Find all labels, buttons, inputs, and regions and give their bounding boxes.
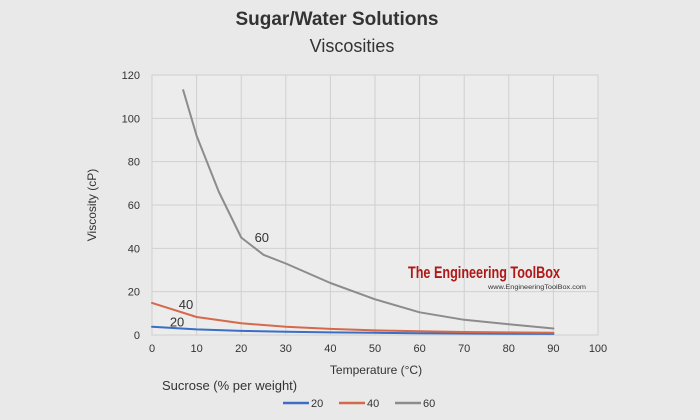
series-lines — [151, 89, 555, 335]
annotation-label: 40 — [179, 297, 193, 312]
x-tick-label: 100 — [589, 343, 607, 355]
series-line-60 — [182, 89, 555, 330]
annotation-label: 20 — [170, 314, 184, 329]
y-tick-label: 80 — [128, 157, 140, 169]
x-tick-label: 50 — [369, 343, 381, 355]
annotations: 20 40 60 — [170, 230, 269, 330]
x-tick-label: 10 — [190, 343, 202, 355]
watermark-url: www.EngineeringToolBox.com — [487, 285, 586, 291]
x-axis-label: Temperature (°C) — [330, 363, 422, 377]
x-tick-label: 20 — [235, 343, 247, 355]
legend-title: Sucrose (% per weight) — [162, 378, 297, 393]
watermark-brand: The Engineering ToolBox — [408, 263, 560, 282]
x-tick-label: 90 — [547, 343, 559, 355]
x-tick-label: 80 — [503, 343, 515, 355]
y-tick-label: 40 — [128, 243, 140, 255]
y-tick-label: 20 — [128, 287, 140, 299]
y-tick-label: 60 — [128, 200, 140, 212]
axis-ticks: 0 20 40 60 80 100 120 0 10 20 30 40 50 60 70 80 90 100 — [122, 70, 608, 355]
y-axis-label: Viscosity (cP) — [85, 169, 99, 241]
x-tick-label: 40 — [324, 343, 336, 355]
y-tick-label: 100 — [122, 113, 140, 125]
x-tick-label: 60 — [413, 343, 425, 355]
y-tick-label: 0 — [134, 330, 140, 342]
x-tick-label: 0 — [149, 343, 155, 355]
series-line-40 — [151, 301, 555, 334]
chart-subtitle: Viscosities — [310, 36, 395, 56]
legend-label-20: 20 — [311, 398, 323, 410]
x-tick-label: 30 — [280, 343, 292, 355]
series-line-20 — [151, 325, 555, 335]
chart-title: Sugar/Water Solutions — [235, 9, 438, 30]
y-tick-label: 120 — [122, 70, 140, 82]
legend: 20 40 60 — [283, 398, 435, 410]
x-tick-label: 70 — [458, 343, 470, 355]
grid — [151, 74, 599, 336]
legend-label-60: 60 — [423, 398, 435, 410]
legend-label-40: 40 — [367, 398, 379, 410]
annotation-label: 60 — [255, 230, 269, 245]
